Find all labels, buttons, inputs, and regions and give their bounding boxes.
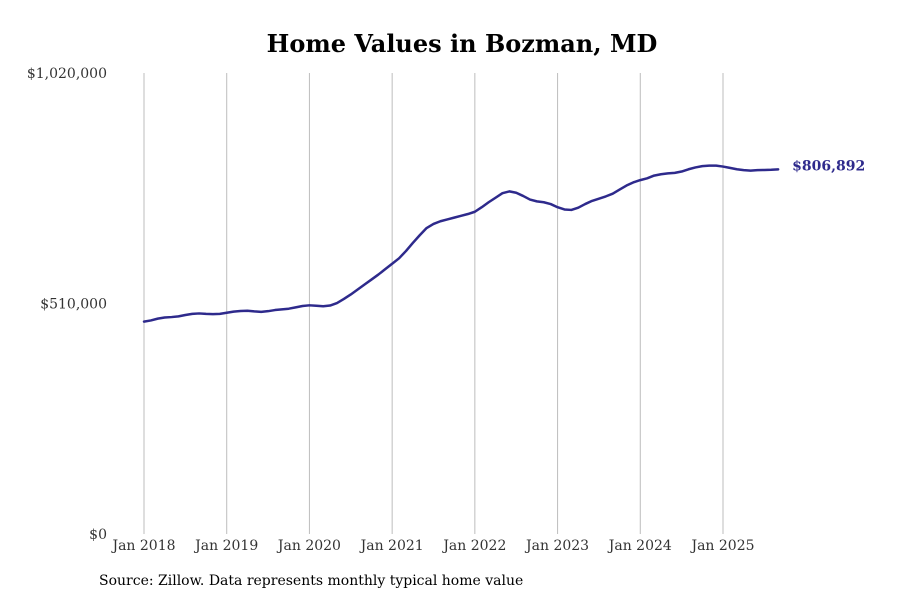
x-axis-ticks: Jan 2018 Jan 2019 Jan 2020 Jan 2021 Jan 2022…	[110, 538, 754, 554]
x-tick-label: Jan 2023	[524, 538, 589, 554]
chart-title: Home Values in Bozman, MD	[267, 29, 658, 58]
x-tick-label: Jan 2019	[193, 538, 258, 554]
x-tick-label: Jan 2020	[276, 538, 341, 554]
grid-lines	[143, 73, 724, 534]
y-axis-ticks: $0 $510,000 $1,020,000	[27, 66, 107, 543]
x-tick-label: Jan 2022	[441, 538, 506, 554]
y-tick-label: $0	[89, 527, 107, 543]
x-tick-label: Jan 2024	[607, 538, 672, 554]
series-line-typical-home-value	[142, 164, 780, 323]
end-value-label: $806,892	[792, 158, 865, 174]
x-tick-label: Jan 2021	[359, 538, 424, 554]
y-tick-label: $510,000	[40, 297, 107, 313]
source-note: Source: Zillow. Data represents monthly …	[99, 573, 524, 589]
x-tick-label: Jan 2025	[689, 538, 754, 554]
x-tick-label: Jan 2018	[110, 538, 175, 554]
y-tick-label: $1,020,000	[27, 66, 107, 82]
